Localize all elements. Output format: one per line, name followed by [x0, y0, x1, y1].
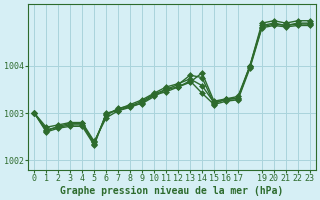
X-axis label: Graphe pression niveau de la mer (hPa): Graphe pression niveau de la mer (hPa) — [60, 186, 284, 196]
